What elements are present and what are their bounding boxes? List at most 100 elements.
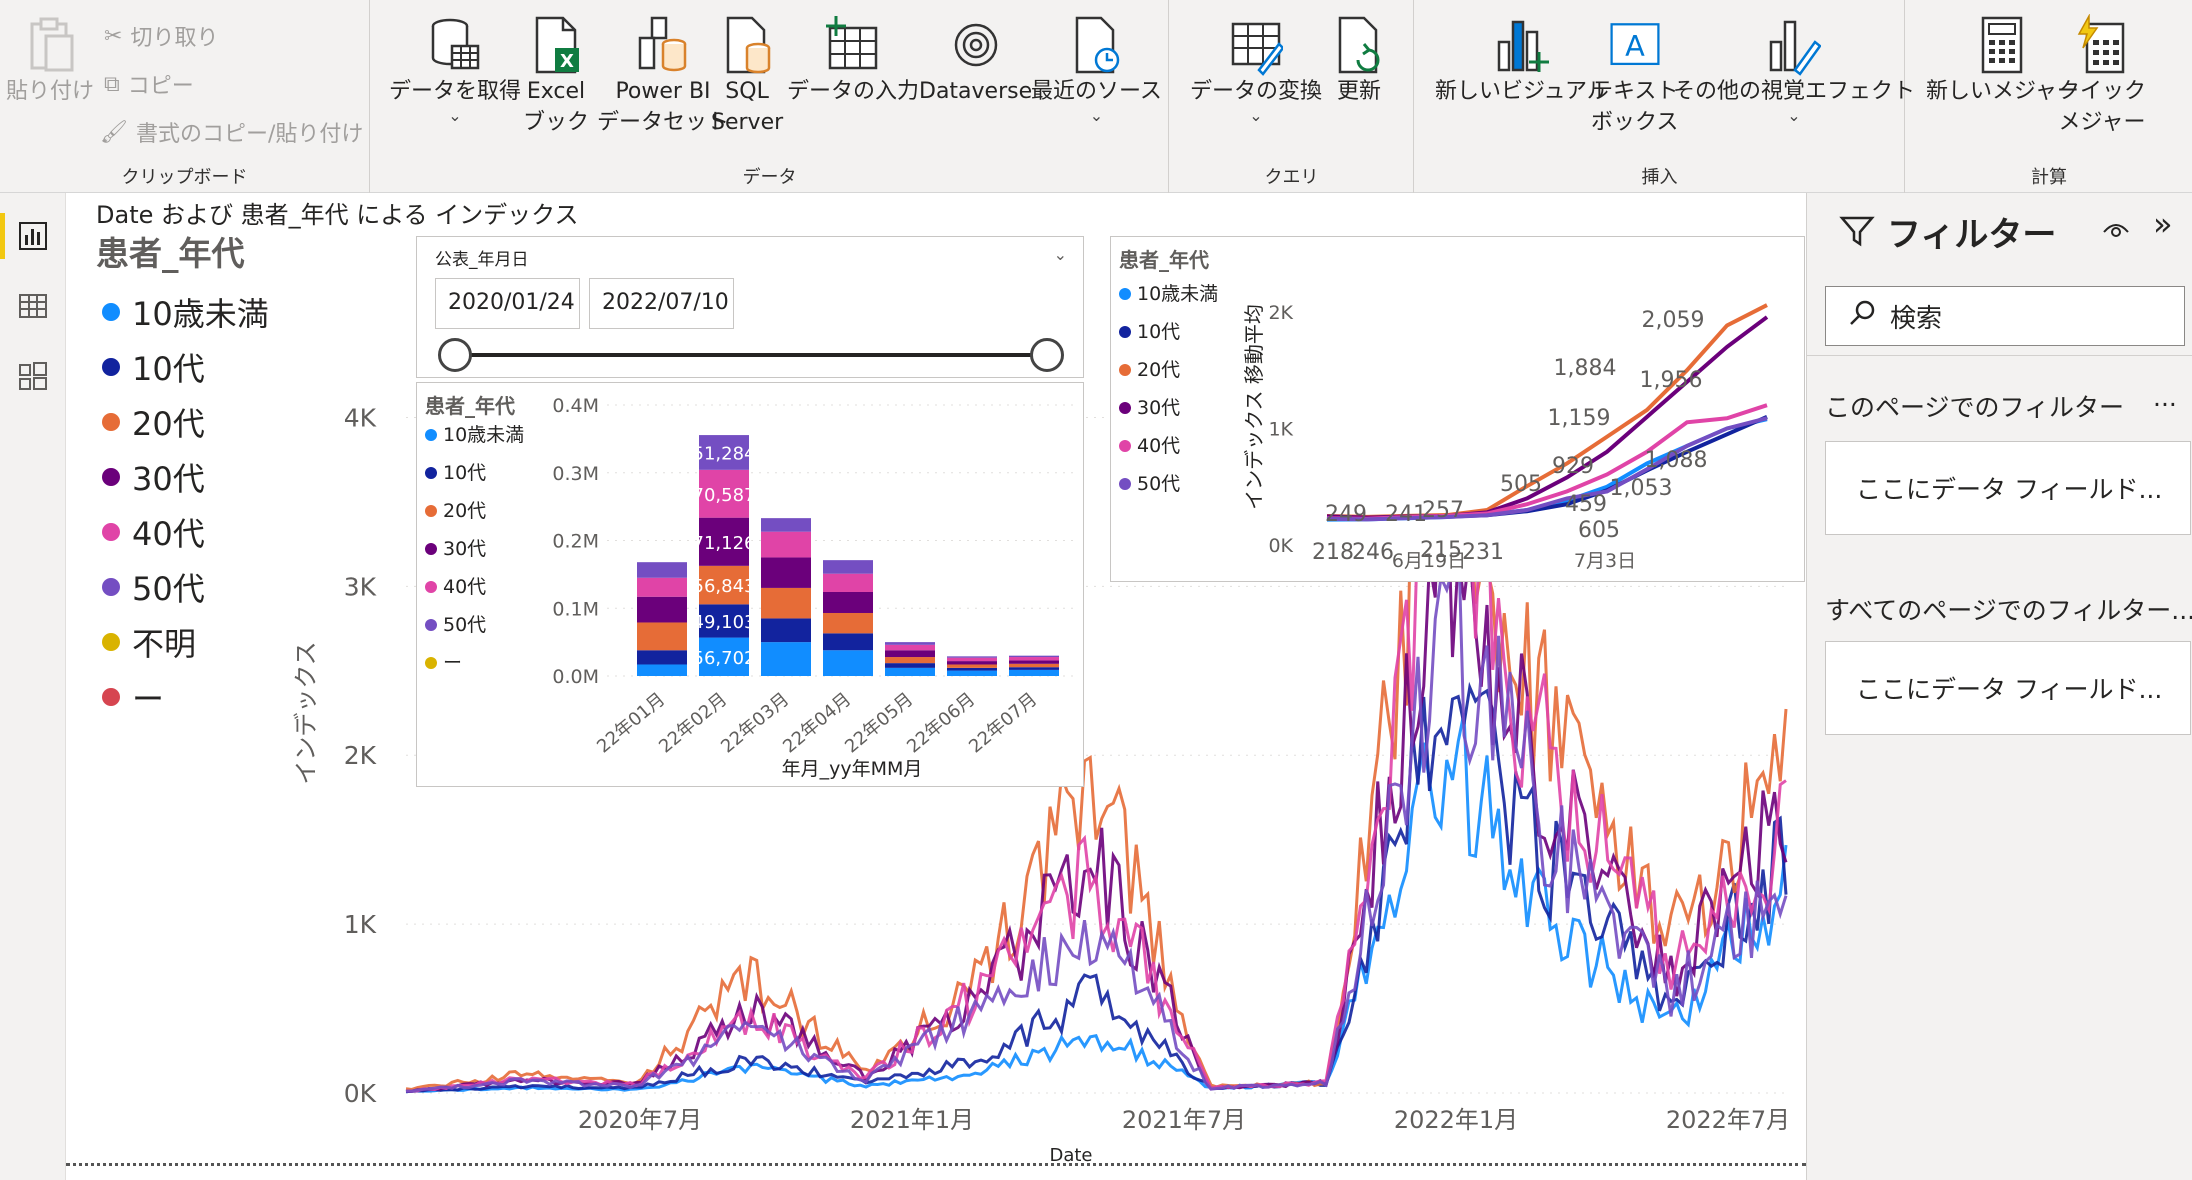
calculator-icon <box>1975 14 2029 76</box>
dataverse-button[interactable]: Dataverse <box>919 14 1032 107</box>
bar-segment <box>885 667 935 676</box>
bar-legend-label: ー <box>443 652 462 674</box>
bar-segment <box>761 557 811 588</box>
bar-segment <box>761 587 811 619</box>
slicer-end-handle[interactable] <box>1030 338 1064 372</box>
filter-search-input[interactable]: 検索 <box>1825 286 2185 346</box>
more-visuals-button[interactable]: その他の視覚エフェクト ⌄ <box>1673 14 1915 125</box>
bar-y-tick-label: 0.3M <box>552 463 599 485</box>
legend-dot <box>102 633 120 651</box>
moving-average-visual[interactable]: 患者_年代 10歳未満 10代 20代 30代 40代 50代 インデックス 移動平均 0K 1K… <box>1110 236 1805 582</box>
textbox-button[interactable]: A テキスト ボックス <box>1591 14 1678 138</box>
ma-data-label: 505 <box>1500 472 1542 497</box>
legend-dot <box>102 413 120 431</box>
enter-data-button[interactable]: データの入力 <box>787 14 919 107</box>
transform-icon <box>1229 14 1283 76</box>
refresh-button[interactable]: 更新 <box>1332 14 1386 107</box>
stacked-bar-visual[interactable]: 患者_年代 10歳未満 10代 20代 30代 40代 50代ー 0.0M 0.1M 0.2M 0.… <box>416 382 1084 787</box>
slicer-start-handle[interactable] <box>438 338 472 372</box>
transform-data-button[interactable]: データの変換 ⌄ <box>1190 14 1322 125</box>
bar-x-tick-label: 22年03月 <box>717 689 793 758</box>
sql-label-2: Server <box>711 110 784 135</box>
bar-data-label: 56,702 <box>693 648 756 669</box>
ma-y-tick-label: 2K <box>1268 302 1293 324</box>
legend-label: 10代 <box>132 350 205 388</box>
y-tick-label: 4K <box>344 403 377 432</box>
legend-item[interactable]: 不明 <box>102 619 196 665</box>
ma-legend-label: 50代 <box>1137 473 1180 495</box>
report-view-icon[interactable] <box>10 213 56 259</box>
scissors-icon: ✂ <box>104 23 123 49</box>
excel-workbook-button[interactable]: X Excel ブック <box>523 14 589 138</box>
legend-item[interactable]: 10代 <box>102 344 205 390</box>
active-view-indicator <box>0 213 5 259</box>
ma-x-tick-label: 6月19日 <box>1392 550 1466 572</box>
model-view-icon[interactable] <box>10 353 56 399</box>
date-slicer[interactable]: 公表_年月日 ⌄ 2020/01/24 2022/07/10 <box>416 236 1084 378</box>
ma-data-label: 246 <box>1352 540 1394 565</box>
main-legend-title: 患者_年代 <box>96 234 245 273</box>
legend-item[interactable]: 20代 <box>102 399 205 445</box>
bar-segment <box>823 573 873 592</box>
ma-x-tick-label: 7月3日 <box>1574 550 1636 572</box>
slicer-start-date[interactable]: 2020/01/24 <box>435 278 580 329</box>
powerbi-label-1: Power BI <box>615 79 711 104</box>
get-data-label: データを取得 <box>389 79 522 104</box>
sql-server-button[interactable]: SQL Server <box>711 14 783 138</box>
legend-item[interactable]: 30代 <box>102 454 205 500</box>
bar-x-axis-title: 年月_yy年MM月 <box>782 758 923 780</box>
excel-label-2: ブック <box>523 110 590 135</box>
paste-icon <box>23 14 77 76</box>
legend-item[interactable]: ー <box>102 674 164 720</box>
ma-legend-label: 30代 <box>1137 397 1180 419</box>
more-options-icon[interactable]: ... <box>2153 383 2177 412</box>
format-painter-button[interactable]: 🖌 書式のコピー/貼り付け <box>100 116 363 148</box>
bar-x-tick-label: 22年06月 <box>903 689 979 758</box>
powerbi-dataset-button[interactable]: Power BI データセット <box>597 14 729 138</box>
copy-button[interactable]: ⧉ コピー <box>104 68 194 100</box>
bar-segment <box>823 591 873 613</box>
legend-dot <box>102 578 120 596</box>
filter-funnel-icon <box>1839 213 1875 253</box>
legend-item[interactable]: 10歳未満 <box>102 289 269 335</box>
all-pages-drop-zone[interactable]: ここにデータ フィールド... <box>1825 641 2191 735</box>
new-visual-button[interactable]: 新しいビジュアル <box>1435 14 1609 107</box>
slicer-track[interactable] <box>455 353 1048 357</box>
legend-item[interactable]: 40代 <box>102 509 205 555</box>
search-icon <box>1848 299 1876 334</box>
bar-segment <box>637 577 687 597</box>
chevron-down-icon[interactable]: ⌄ <box>1053 245 1067 264</box>
bar-segment <box>947 656 997 658</box>
more-visuals-icon <box>1767 14 1821 76</box>
this-page-drop-zone[interactable]: ここにデータ フィールド... <box>1825 441 2191 535</box>
legend-item[interactable]: 50代 <box>102 564 205 610</box>
paste-button[interactable]: 貼り付け <box>6 14 94 107</box>
ma-legend-label: 10代 <box>1137 321 1180 343</box>
get-data-button[interactable]: データを取得 ⌄ <box>389 14 521 125</box>
moving-average-chart[interactable]: 患者_年代 10歳未満 10代 20代 30代 40代 50代 インデックス 移動平均 0K 1K… <box>1111 237 1806 583</box>
clipboard-group-label: クリップボード <box>121 167 248 188</box>
bar-x-tick-label: 22年05月 <box>841 689 917 758</box>
quick-measure-button[interactable]: クイック メジャー <box>2058 14 2146 138</box>
recent-sources-button[interactable]: 最近のソース ⌄ <box>1031 14 1162 125</box>
collapse-pane-icon[interactable]: » <box>2153 205 2173 243</box>
main-chart-title: Date および 患者_年代 による インデックス <box>96 201 579 229</box>
legend-dot <box>102 468 120 486</box>
chevron-down-icon: ⌄ <box>448 106 462 125</box>
bar-legend-label: 40代 <box>443 576 486 598</box>
ma-data-label: 1,956 <box>1640 368 1703 393</box>
bar-legend-dot <box>425 467 437 479</box>
bar-segment <box>823 633 873 651</box>
cut-button[interactable]: ✂ 切り取り <box>104 20 218 52</box>
table-view-icon[interactable] <box>10 283 56 329</box>
legend-label: 40代 <box>132 515 205 553</box>
slicer-end-date[interactable]: 2022/07/10 <box>589 278 734 329</box>
bar-data-label: 71,126 <box>693 533 756 554</box>
new-measure-button[interactable]: 新しいメジャー <box>1926 14 2079 107</box>
main-line-chart[interactable]: 0K 1K 2K 3K 4K 2020年7月 2021年1月 2021年7月 2022年1月 20… <box>66 193 1806 1180</box>
new-visual-label: 新しいビジュアル <box>1435 79 1609 104</box>
eye-icon[interactable] <box>2101 215 2131 249</box>
query-group: データの変換 ⌄ 更新 クエリ <box>1170 0 1414 193</box>
bar-data-label: 70,587 <box>693 485 756 506</box>
